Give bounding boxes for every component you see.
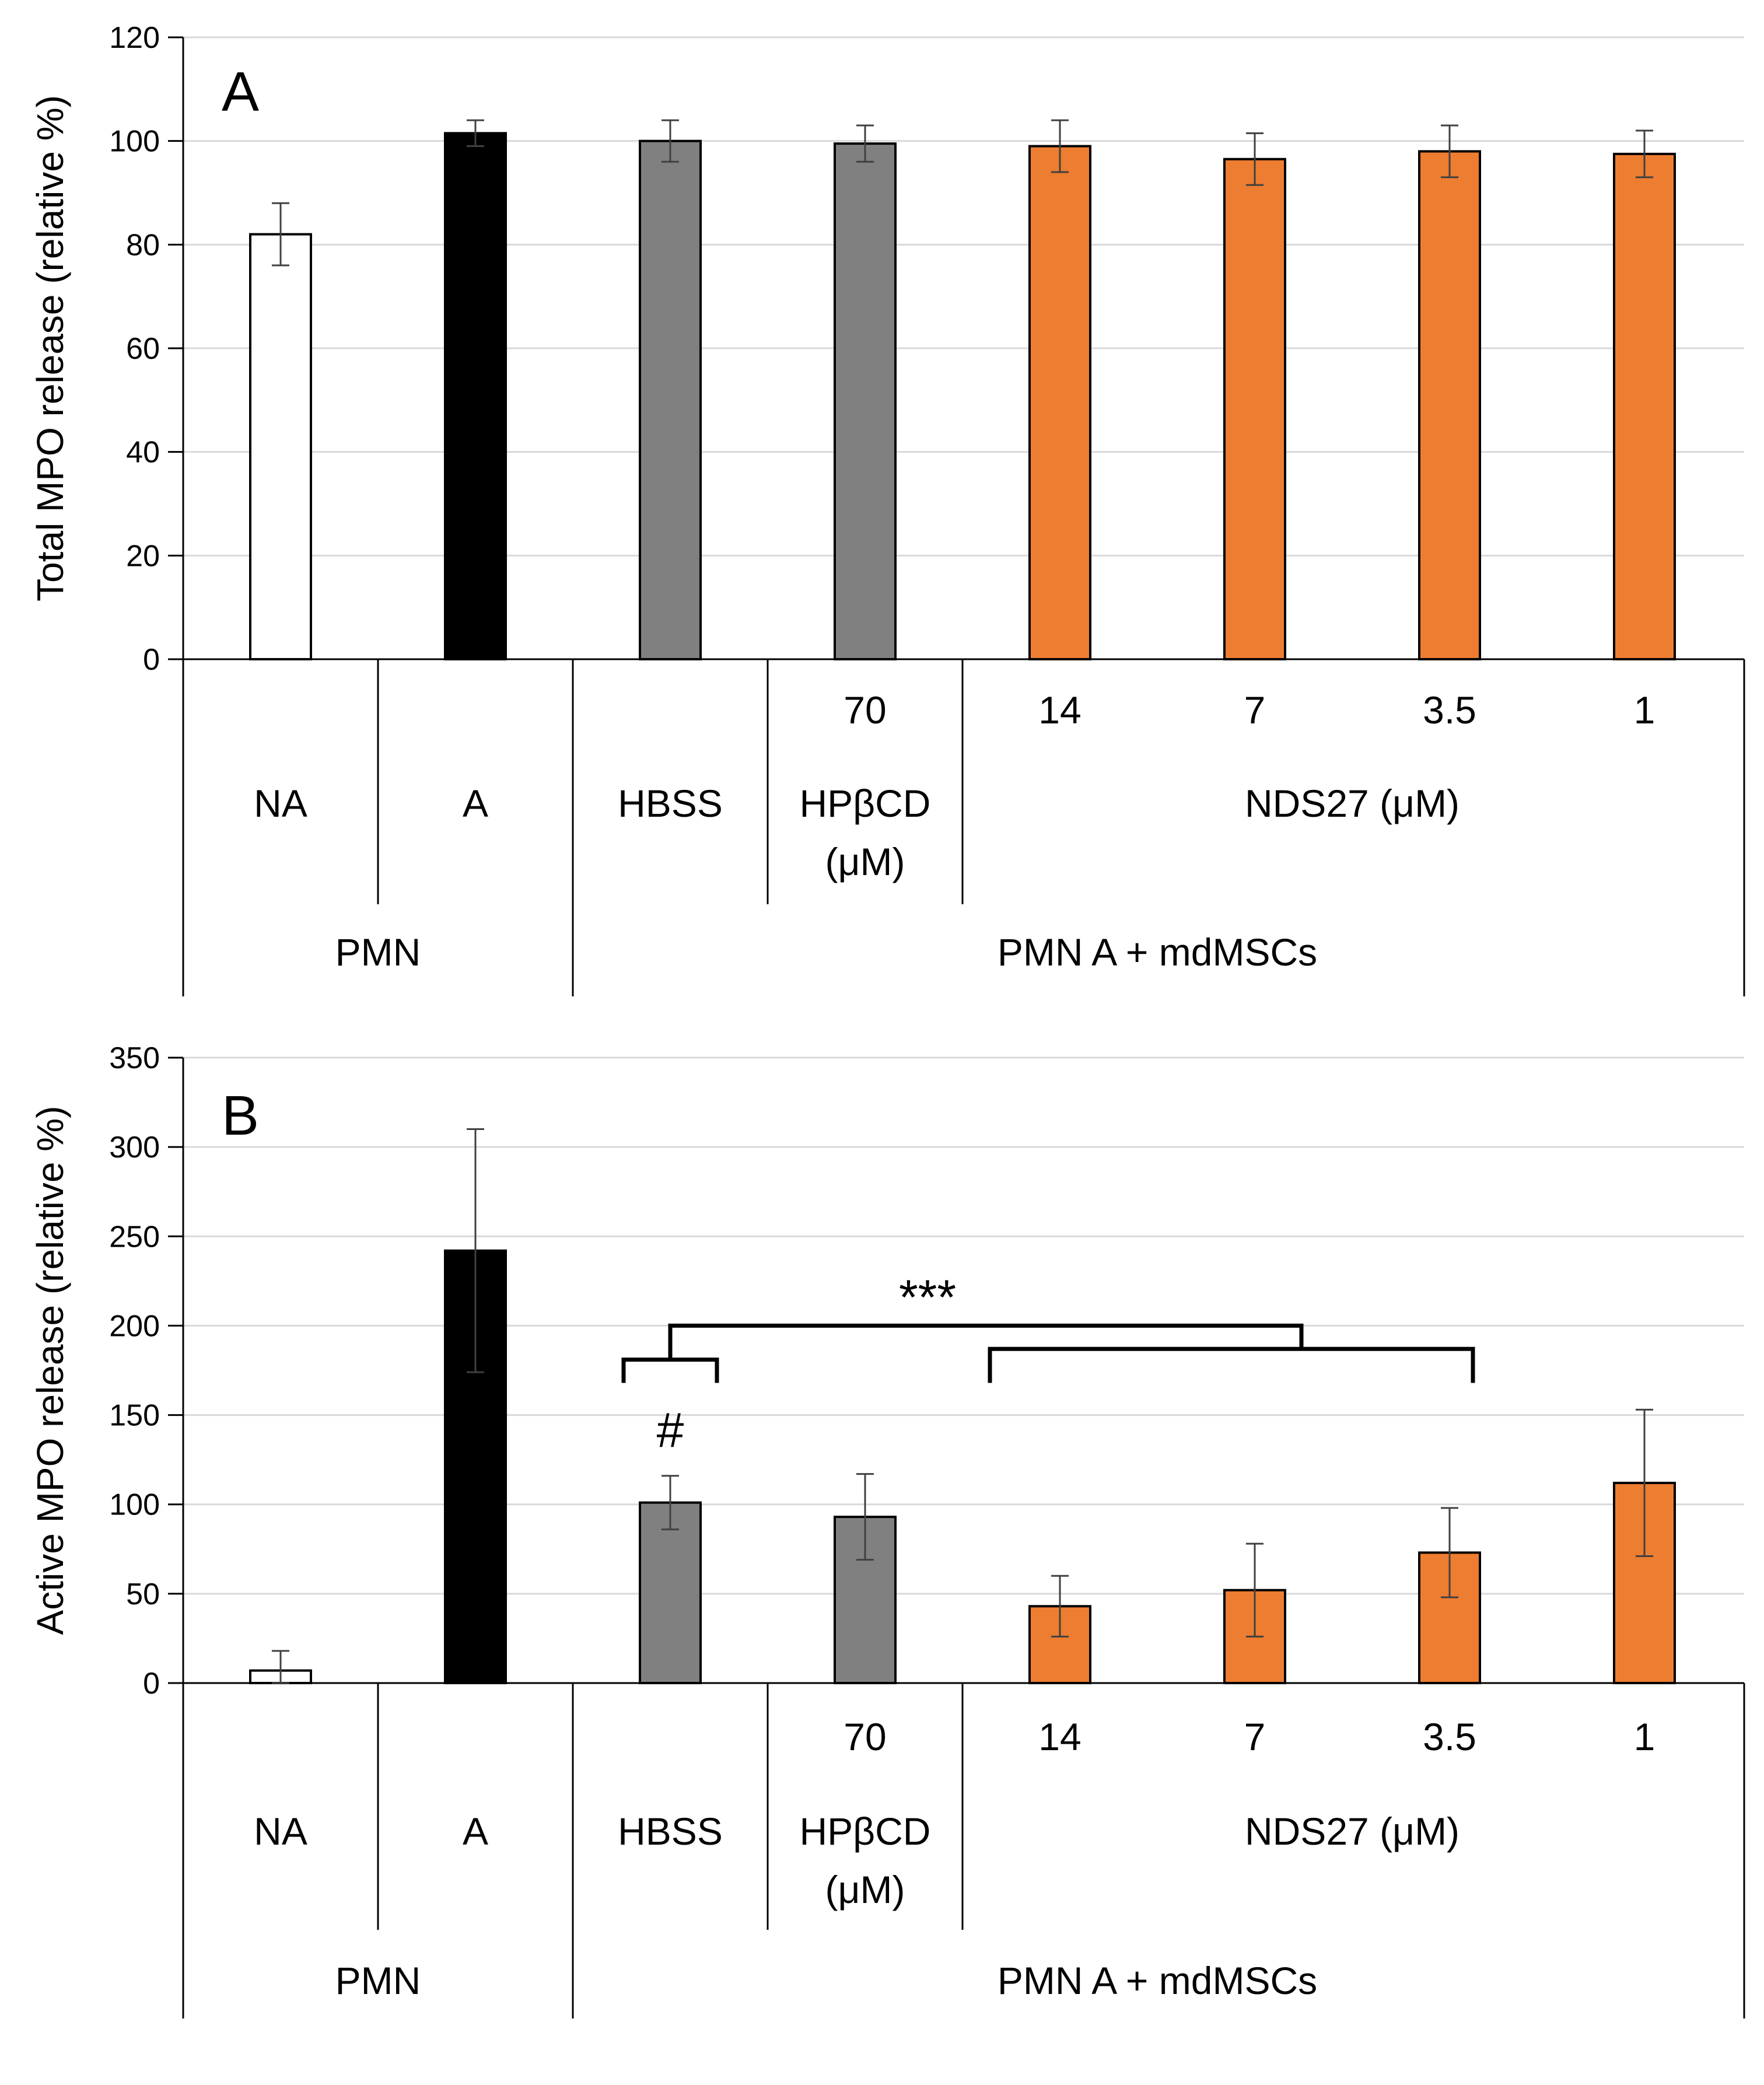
x-group-label-line2: (μM) (825, 1868, 905, 1911)
y-tick-label: 0 (143, 1667, 160, 1701)
y-tick-label: 80 (126, 228, 160, 262)
x-group-label: HPβCD (800, 1810, 931, 1853)
bar (834, 142, 897, 660)
y-tick-label: 350 (109, 1041, 160, 1075)
bar (1418, 150, 1481, 660)
y-tick-label: 150 (109, 1399, 160, 1433)
significance-bracket (668, 1323, 1304, 1360)
x-tick-label: 7 (1244, 688, 1266, 732)
y-tick-label: 120 (109, 21, 160, 55)
y-tick-label: 100 (109, 1488, 160, 1522)
x-outer-group-label: PMN (335, 930, 421, 974)
panel-a: 0 20 40 60 80 100 120 Total MPO release (relati… (29, 21, 1745, 996)
x-outer-group-label: PMN A + mdMSCs (998, 930, 1317, 974)
x-group-label: A (463, 782, 488, 825)
y-tick-label: 200 (109, 1309, 160, 1343)
bar (639, 139, 702, 660)
y-axis-title: Total MPO release (relative %) (29, 95, 71, 601)
x-tick-label: 1 (1634, 1715, 1656, 1758)
x-group-label: HBSS (618, 1810, 723, 1853)
y-tick-label: 250 (109, 1220, 160, 1254)
x-outer-group-label: PMN A + mdMSCs (998, 1959, 1317, 2002)
y-tick-label: 40 (126, 436, 160, 470)
significance-bracket (988, 1346, 1475, 1383)
bar (1223, 158, 1286, 660)
hash-marker: # (657, 1403, 684, 1458)
y-tick-label: 60 (126, 332, 160, 366)
panel-letter: A (222, 61, 259, 123)
significance-stars: *** (899, 1269, 956, 1324)
y-tick-label: 0 (143, 643, 160, 677)
x-group-label: NA (254, 782, 307, 825)
x-group-label: NDS27 (μM) (1245, 782, 1460, 825)
y-tick-label: 20 (126, 539, 160, 573)
bar (1613, 152, 1676, 660)
x-tick-label: 70 (844, 1715, 886, 1758)
panel-letter: B (222, 1085, 259, 1147)
y-axis-title: Active MPO release (relative %) (29, 1106, 71, 1635)
x-group-label-line2: (μM) (825, 840, 905, 883)
x-tick-label: 14 (1038, 688, 1081, 732)
bar (249, 233, 312, 661)
bar (1028, 145, 1091, 661)
x-group-label: NDS27 (μM) (1245, 1810, 1460, 1853)
x-tick-label: 3.5 (1423, 688, 1476, 732)
x-group-label: HPβCD (800, 782, 931, 825)
x-group-label: HBSS (618, 782, 723, 825)
x-tick-label: 14 (1038, 1715, 1081, 1758)
panel-b: 0 50 100 150 200 250 300 350 Active MPO release … (29, 1041, 1745, 2018)
x-tick-label: 7 (1244, 1715, 1266, 1758)
x-tick-label: 1 (1634, 688, 1656, 732)
x-tick-label: 70 (844, 688, 886, 732)
significance-bracket (621, 1358, 719, 1383)
x-group-label: NA (254, 1810, 307, 1853)
x-tick-label: 3.5 (1423, 1715, 1476, 1758)
y-tick-label: 300 (109, 1131, 160, 1164)
x-group-label: A (463, 1810, 488, 1853)
bar (444, 132, 507, 660)
bar (639, 1501, 702, 1684)
x-outer-group-label: PMN (335, 1959, 421, 2002)
y-tick-label: 100 (109, 125, 160, 159)
y-tick-label: 50 (126, 1577, 160, 1611)
